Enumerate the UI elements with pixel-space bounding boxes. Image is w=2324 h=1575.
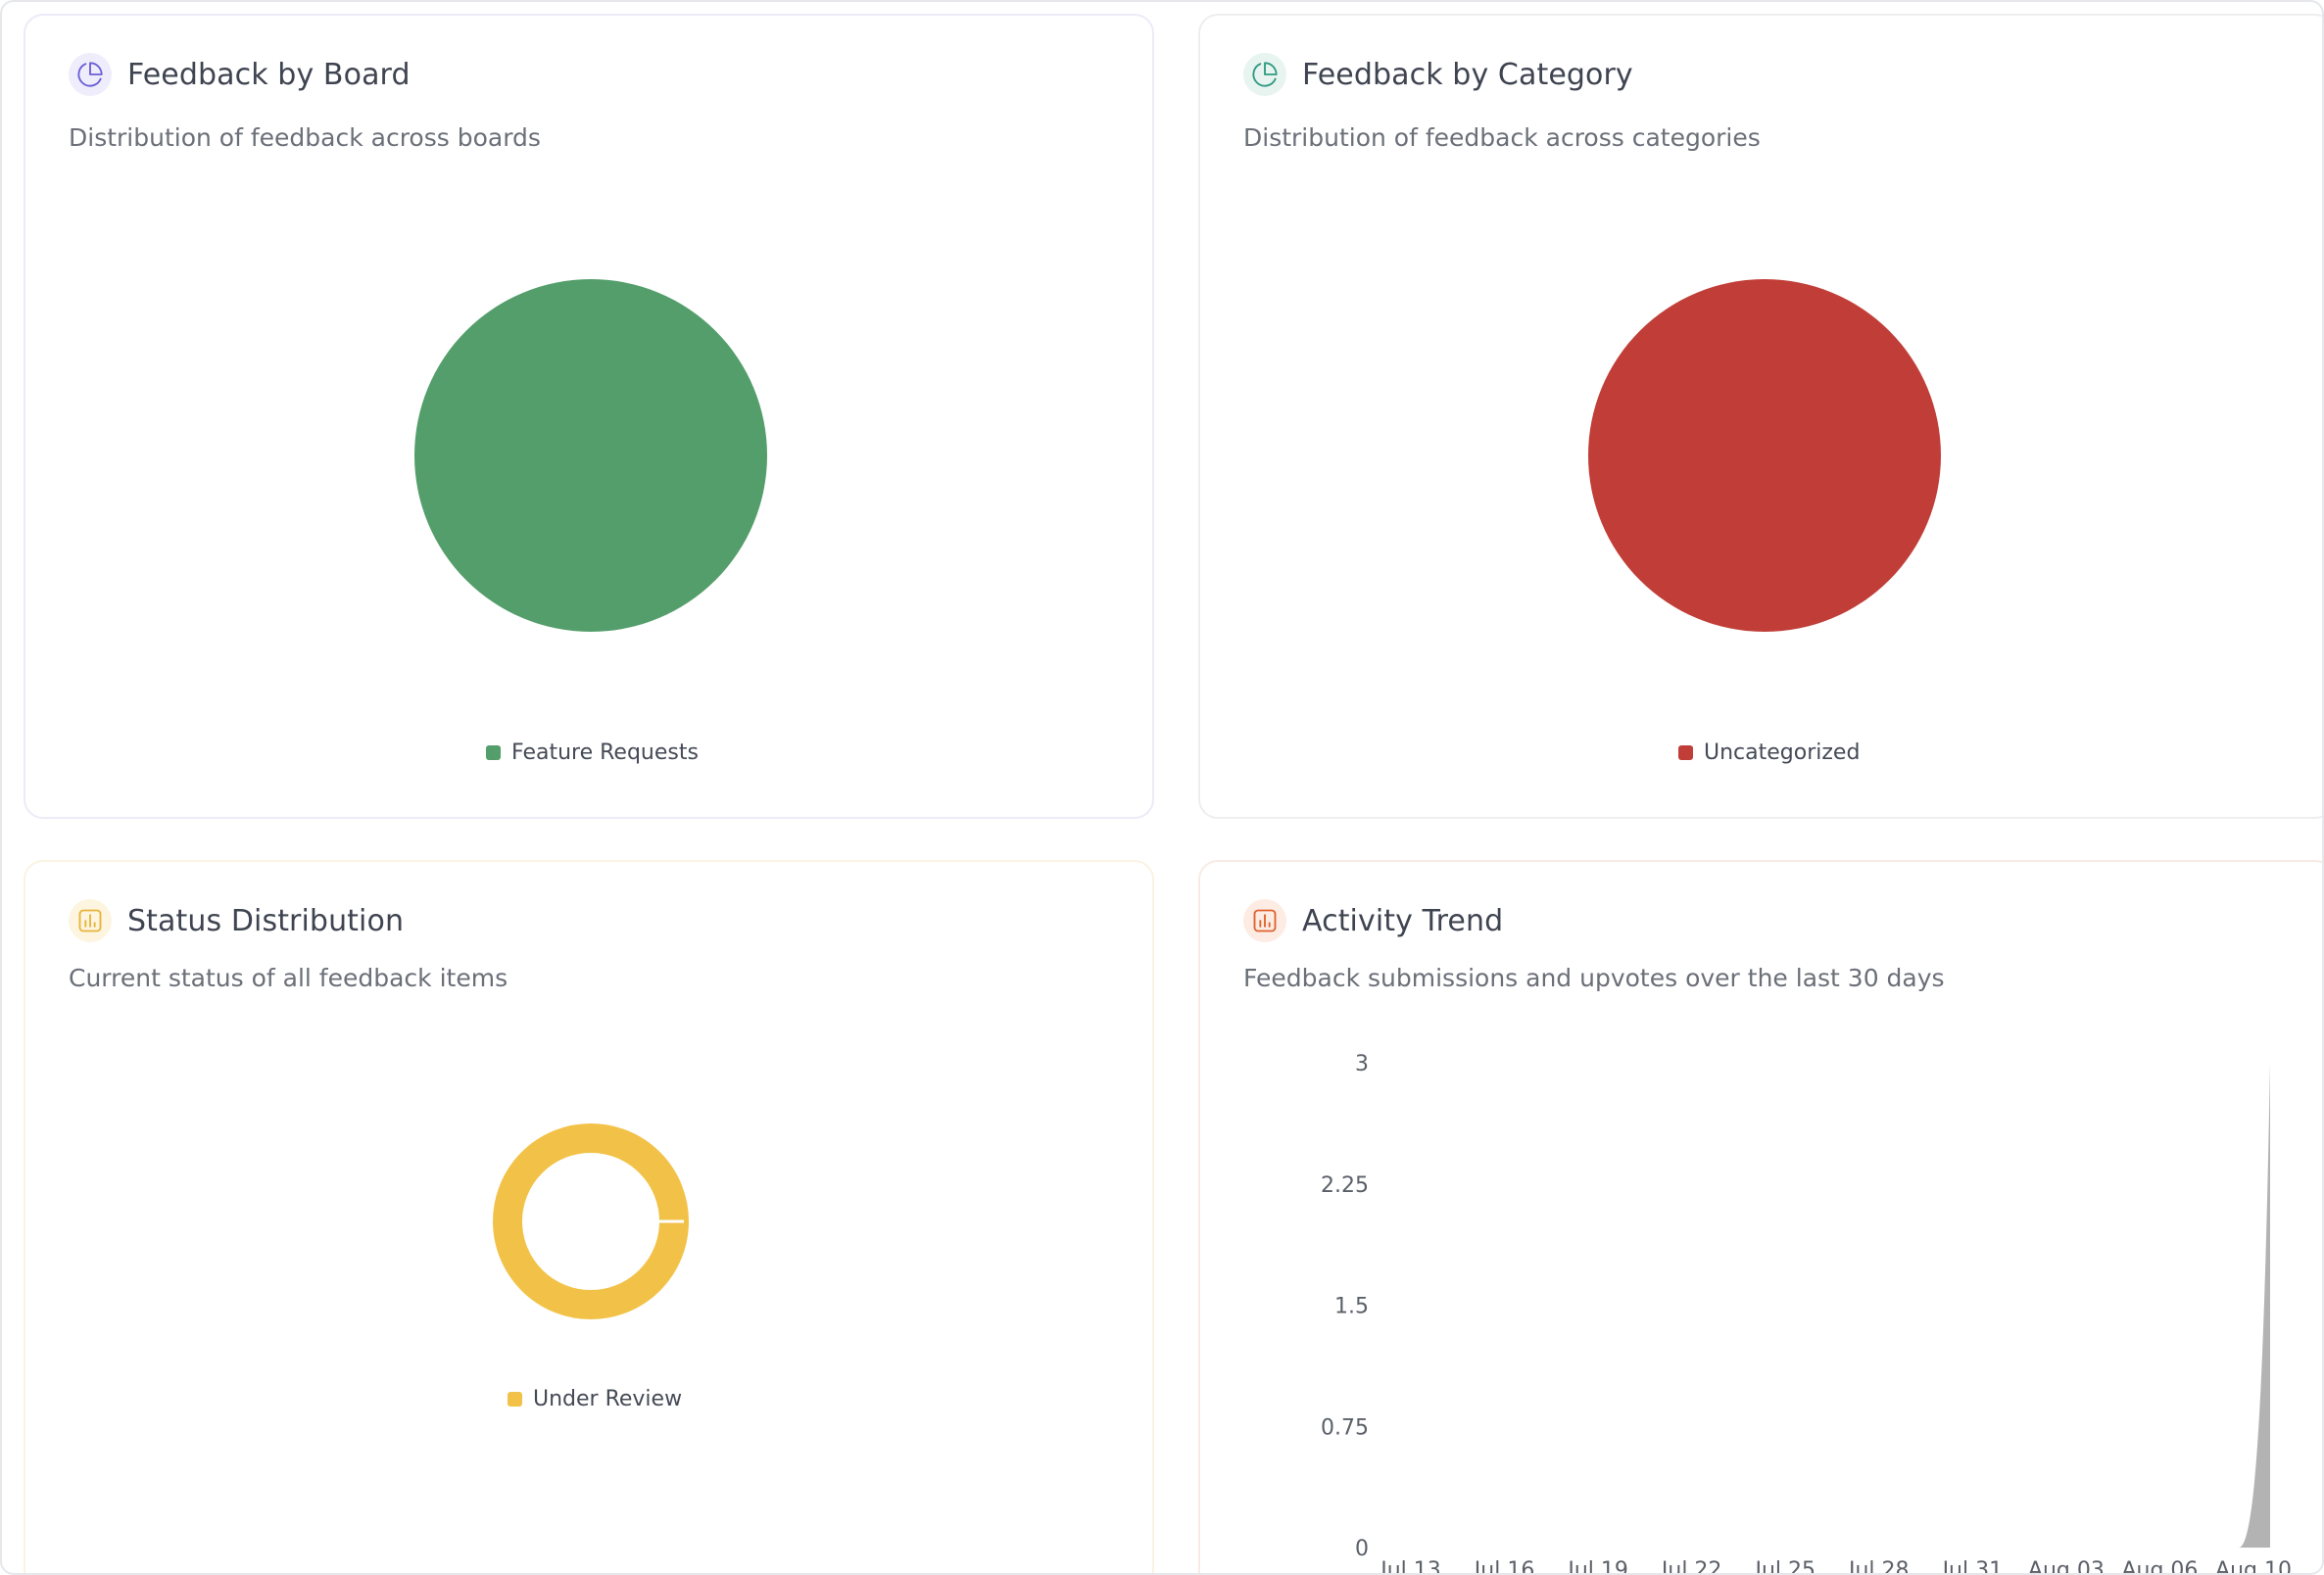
chart-legend: Under Review: [508, 1387, 682, 1411]
y-tick-label: 0: [1355, 1537, 1369, 1561]
legend-label: Uncategorized: [1704, 740, 1861, 765]
chart-legend: Uncategorized: [1678, 740, 1860, 765]
activity-trend-card: Activity Trend Feedback submissions and …: [1198, 860, 2322, 1575]
bar-chart-icon: [69, 899, 112, 942]
pie-chart-icon: [1243, 53, 1286, 96]
pie-slice-feature-requests[interactable]: [414, 279, 767, 632]
feedback-by-board-card: Feedback by Board Distribution of feedba…: [24, 14, 1154, 819]
chart-legend: Feature Requests: [486, 740, 699, 765]
feedback-by-category-card: Feedback by Category Distribution of fee…: [1198, 14, 2322, 819]
card-subtitle: Distribution of feedback across categori…: [1243, 123, 1761, 152]
card-title: Feedback by Board: [127, 57, 411, 92]
y-tick-label: 1.5: [1334, 1295, 1369, 1319]
pie-slice-uncategorized[interactable]: [1588, 279, 1941, 632]
card-subtitle: Distribution of feedback across boards: [69, 123, 541, 152]
y-tick-label: 2.25: [1321, 1173, 1369, 1198]
card-title: Status Distribution: [127, 903, 405, 938]
legend-swatch: [486, 745, 501, 760]
bar-chart-icon: [1243, 899, 1286, 942]
x-tick-label: Jul 22: [1660, 1558, 1722, 1575]
card-header: Status Distribution: [69, 899, 404, 942]
legend-swatch: [508, 1392, 522, 1407]
x-tick-label: Jul 19: [1566, 1558, 1628, 1575]
card-subtitle: Feedback submissions and upvotes over th…: [1243, 964, 1945, 992]
x-tick-label: Aug 10: [2215, 1558, 2292, 1575]
x-tick-label: Aug 06: [2121, 1558, 2198, 1575]
x-tick-label: Jul 13: [1379, 1558, 1441, 1575]
x-tick-label: Jul 16: [1473, 1558, 1535, 1575]
card-header: Feedback by Board: [69, 53, 411, 96]
card-header: Feedback by Category: [1243, 53, 1633, 96]
legend-label: Feature Requests: [511, 740, 699, 765]
category-pie-chart: [1588, 279, 1941, 632]
x-tick-label: Jul 28: [1847, 1558, 1910, 1575]
card-title: Feedback by Category: [1302, 57, 1633, 92]
legend-label: Under Review: [533, 1387, 683, 1411]
x-tick-label: Aug 03: [2028, 1558, 2105, 1575]
x-tick-label: Jul 31: [1941, 1558, 2004, 1575]
donut-slice-under-review[interactable]: [493, 1123, 689, 1319]
x-tick-label: Jul 25: [1753, 1558, 1816, 1575]
activity-area-chart: 0 0.75 1.5 2.25 3 Jul 13 Jul 16 Jul 19 Jul 22 Jul…: [1321, 1052, 2292, 1575]
status-donut-chart: [493, 1123, 689, 1319]
y-tick-label: 0.75: [1321, 1415, 1369, 1440]
card-subtitle: Current status of all feedback items: [69, 964, 508, 992]
board-pie-chart: [414, 279, 767, 632]
pie-chart-icon: [69, 53, 112, 96]
area-series[interactable]: [2239, 1063, 2270, 1548]
legend-swatch: [1678, 745, 1693, 760]
y-tick-label: 3: [1355, 1052, 1369, 1076]
card-header: Activity Trend: [1243, 899, 1503, 942]
card-title: Activity Trend: [1302, 903, 1504, 938]
status-distribution-card: Status Distribution Current status of al…: [24, 860, 1154, 1573]
